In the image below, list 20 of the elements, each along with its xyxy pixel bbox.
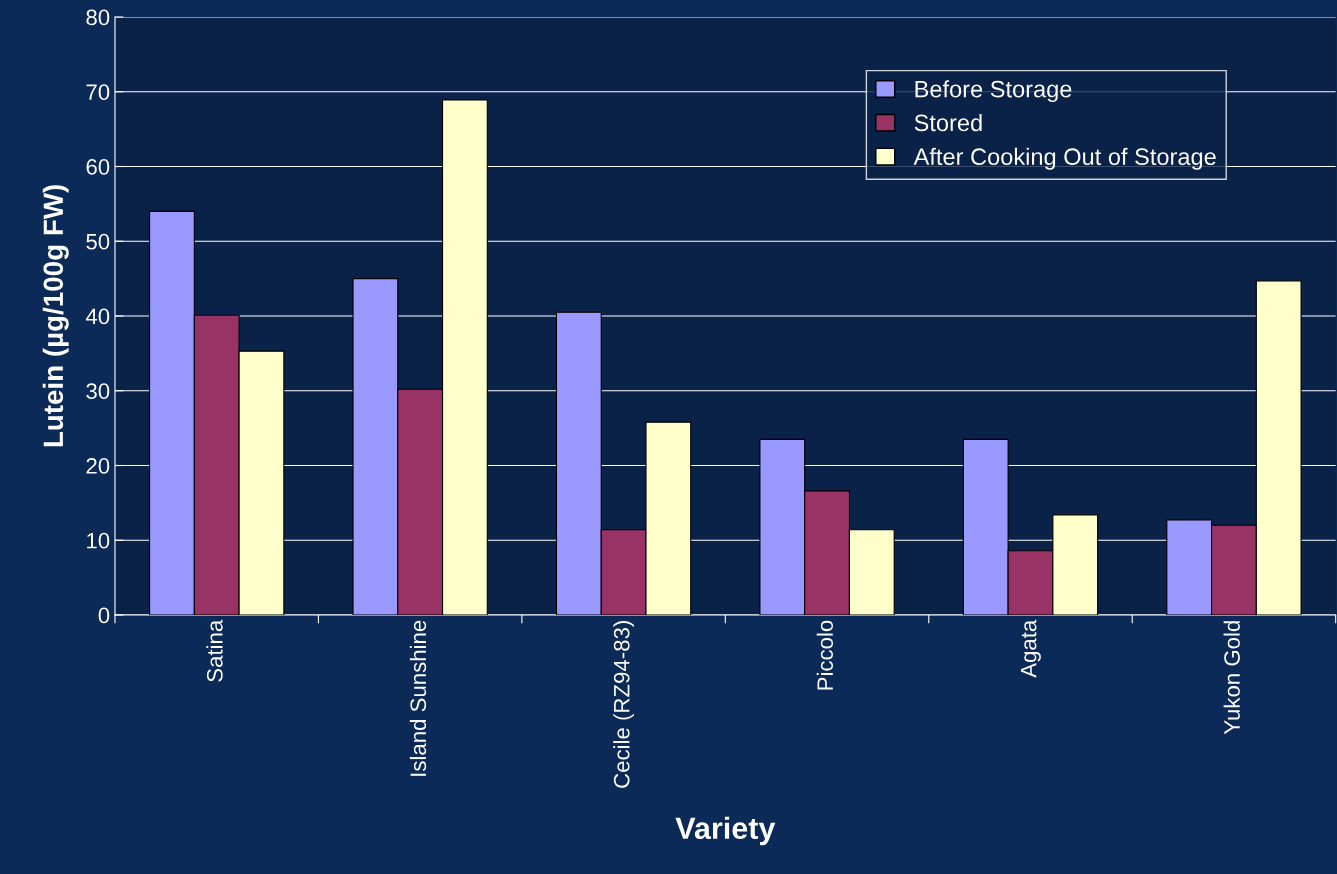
x-tick-label: Cecile (RZ94-83) (613, 621, 634, 788)
y-tick-label: 10 (87, 532, 110, 549)
legend-label: Stored (914, 113, 982, 132)
y-tick-label: 60 (86, 159, 110, 175)
y-tick-label: 0 (98, 607, 110, 624)
x-axis-title: Variety (675, 816, 776, 846)
y-tick-label: 50 (86, 233, 110, 250)
y-axis-title: Lutein (µg/100g FW) (42, 185, 69, 447)
x-tick-label: Satina (206, 619, 223, 682)
x-tick-label: Piccolo (816, 620, 834, 690)
x-tick-label: Agata (1020, 619, 1041, 678)
x-tick-label: Yukon Gold (1223, 621, 1240, 735)
legend-label: Before Storage (915, 80, 1072, 103)
y-tick-label: 20 (86, 458, 110, 474)
y-tick-label: 30 (86, 383, 110, 400)
y-tick-label: 70 (86, 84, 110, 101)
y-tick-label: 80 (86, 9, 110, 26)
legend-label: After Cooking Out of Storage (913, 147, 1216, 170)
x-tick-label: Island Sunshine (409, 620, 427, 776)
y-tick-label: 40 (85, 308, 110, 325)
